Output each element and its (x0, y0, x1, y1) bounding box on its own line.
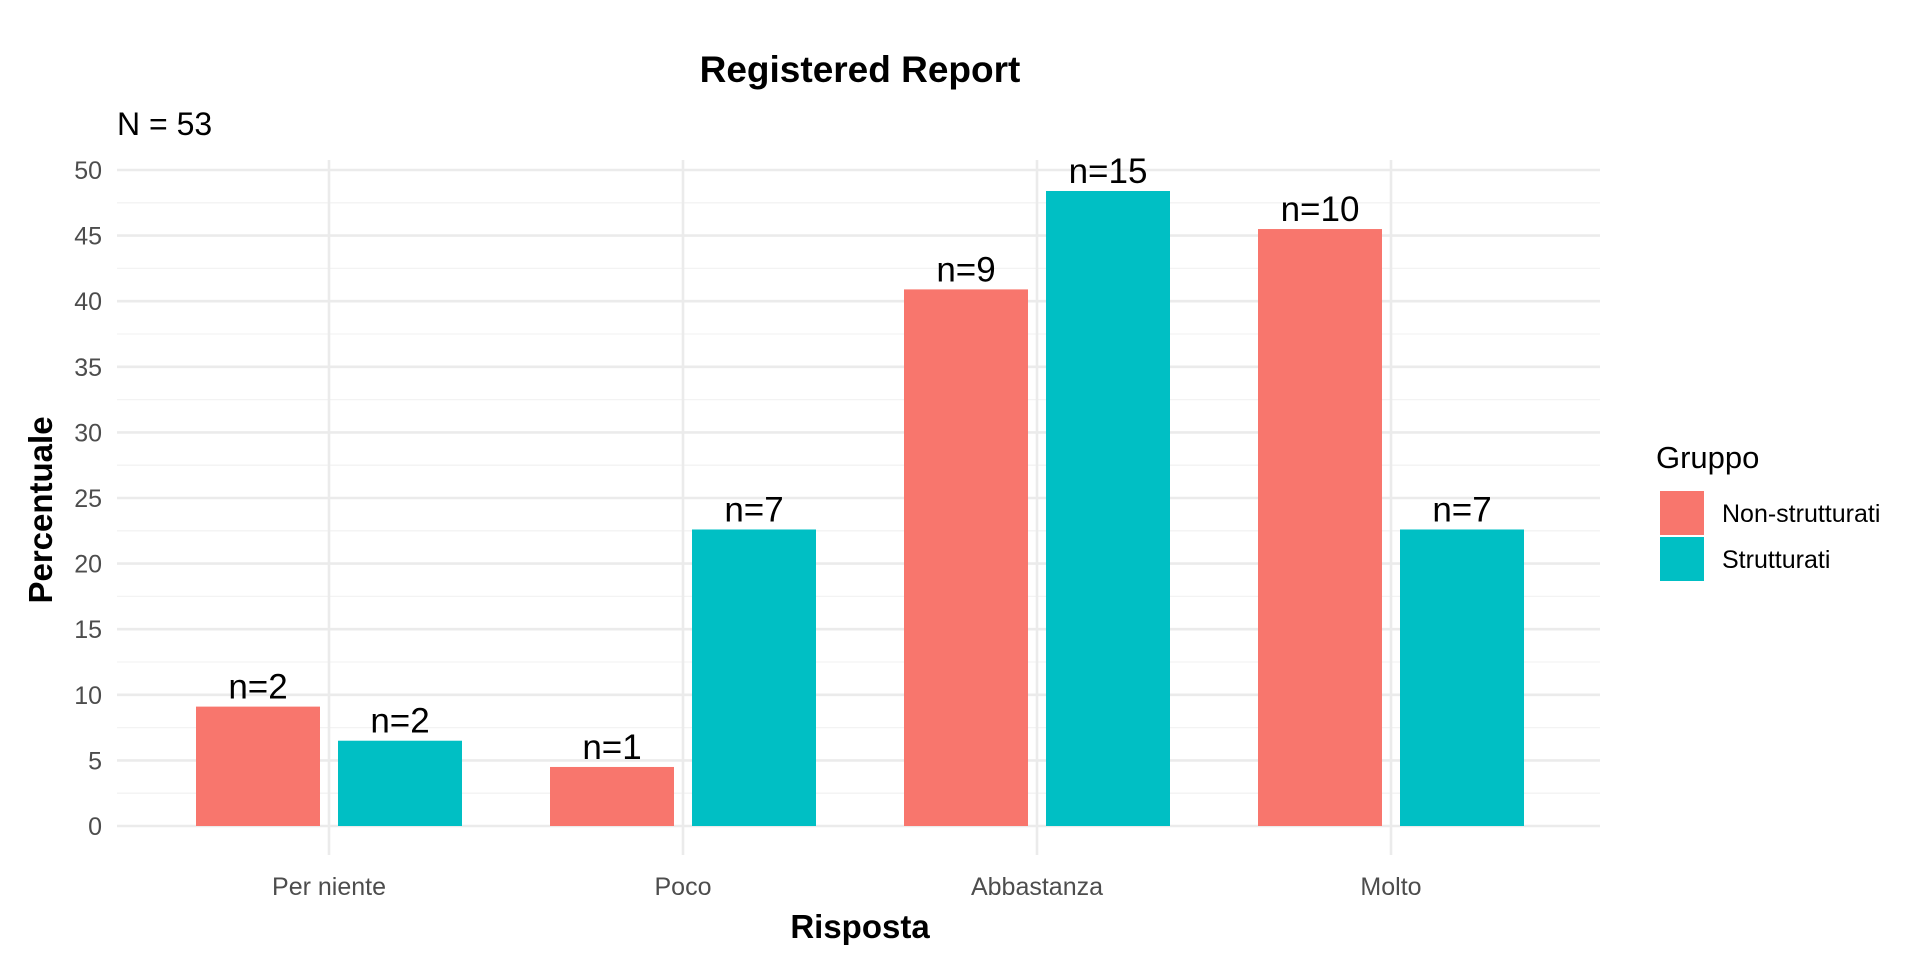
bar-value-label: n=7 (724, 490, 783, 529)
x-axis-title: Risposta (790, 908, 930, 945)
bar-value-label: n=7 (1432, 490, 1491, 529)
bar-value-label: n=2 (228, 668, 287, 707)
chart-subtitle: N = 53 (117, 106, 212, 142)
x-tick-label: Molto (1360, 873, 1421, 901)
x-tick-label: Per niente (272, 873, 386, 901)
legend-swatch (1660, 537, 1704, 581)
y-tick-label: 5 (88, 747, 102, 775)
legend: Gruppo Non-strutturati Strutturati (1656, 440, 1880, 581)
bar-value-label: n=1 (582, 728, 641, 767)
bar-value-labels: n=2 n=1 n=9 n=10 n=2 n=7 n=15 n=7 (228, 152, 1491, 767)
x-tick-label: Poco (655, 873, 712, 901)
bar (1400, 529, 1524, 826)
y-tick-label: 10 (74, 682, 102, 710)
y-tick-label: 15 (74, 616, 102, 644)
y-tick-label: 0 (88, 813, 102, 841)
y-tick-label: 30 (74, 419, 102, 447)
legend-label: Non-strutturati (1722, 500, 1880, 528)
bar (1046, 190, 1170, 826)
bars (196, 190, 1524, 827)
y-tick-label: 35 (74, 354, 102, 382)
bar (550, 766, 674, 826)
y-tick-label: 50 (74, 157, 102, 185)
legend-title: Gruppo (1656, 440, 1759, 475)
bar (196, 706, 320, 826)
x-tick-label: Abbastanza (971, 873, 1103, 901)
bar-value-label: n=10 (1281, 190, 1360, 229)
bar-value-label: n=2 (370, 702, 429, 741)
x-axis-ticks: Per niente Poco Abbastanza Molto (272, 873, 1422, 901)
legend-label: Strutturati (1722, 546, 1830, 574)
bar (692, 529, 816, 826)
y-axis-ticks: 0 5 10 15 20 25 30 35 40 45 50 (74, 157, 102, 841)
bar-value-label: n=9 (936, 250, 995, 289)
bar-value-label: n=15 (1069, 152, 1148, 191)
bar (904, 289, 1028, 827)
bar (1258, 229, 1382, 827)
legend-swatch (1660, 491, 1704, 535)
y-tick-label: 40 (74, 288, 102, 316)
y-tick-label: 25 (74, 485, 102, 513)
y-tick-label: 45 (74, 223, 102, 251)
bar (338, 740, 462, 826)
chart-title: Registered Report (700, 49, 1021, 90)
y-tick-label: 20 (74, 551, 102, 579)
y-axis-title: Percentuale (22, 416, 59, 603)
